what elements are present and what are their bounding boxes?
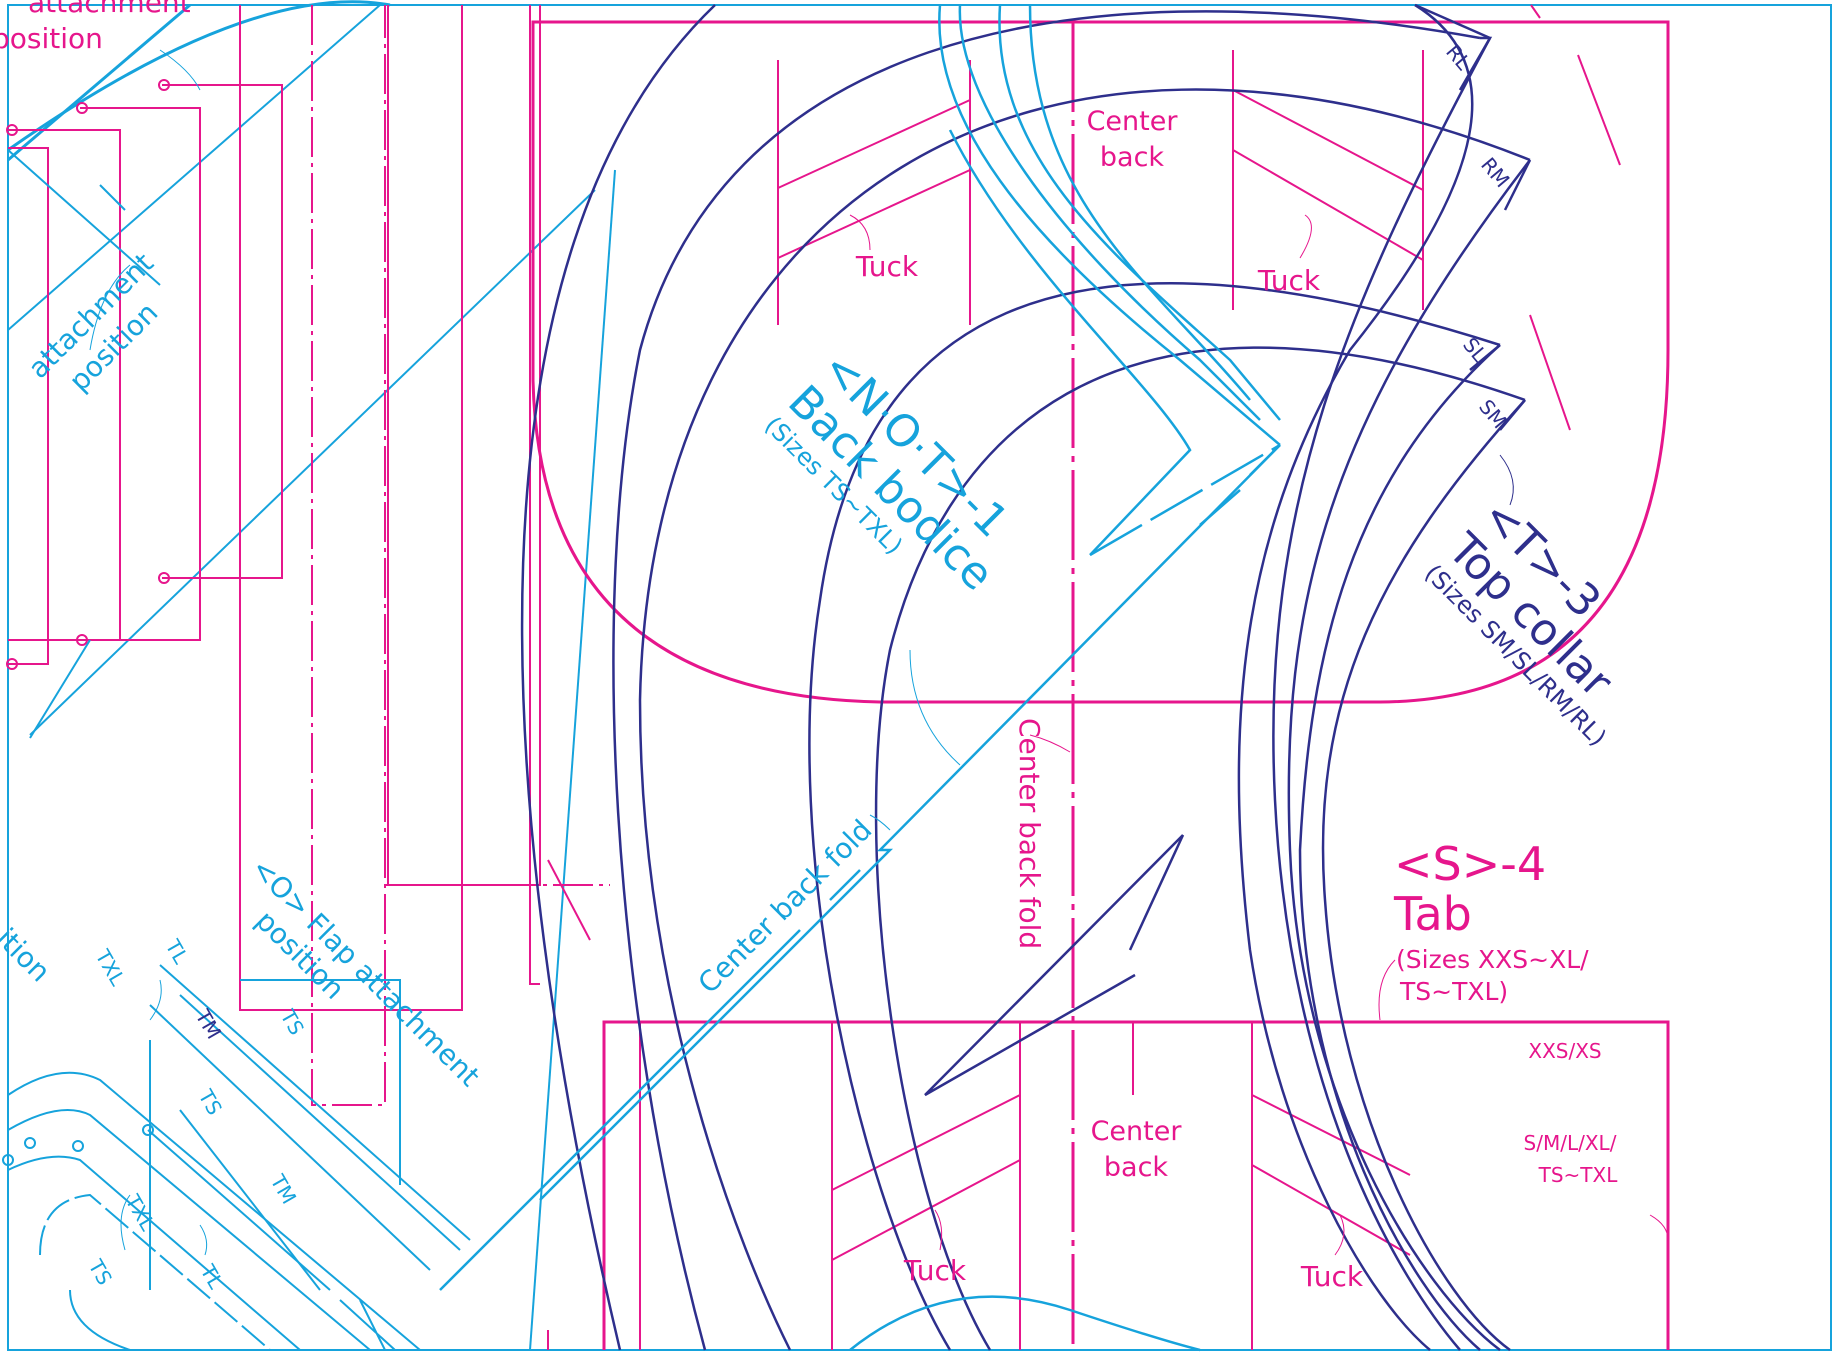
tuck-label-4: Tuck: [1300, 1260, 1364, 1293]
attachment-label-top: attachment: [28, 0, 191, 19]
collar-size-sl: SL: [1458, 333, 1492, 367]
top-collar-outline: [520, 3, 1532, 1352]
tab-outline: [547, 1020, 1670, 1350]
tuck-label-1: Tuck: [855, 250, 919, 283]
flap-size-txl: TXL: [90, 945, 130, 991]
tab-sizes-1: (Sizes XXS~XL/: [1396, 945, 1589, 974]
tab-size-s-xl: S/M/L/XL/: [1524, 1131, 1617, 1155]
flap-size-tl: TL: [160, 935, 193, 969]
center-back-label-top-1: Center: [1087, 106, 1179, 137]
tab-size-ts-txl: TS~TXL: [1538, 1163, 1619, 1187]
center-back-fold-label-vertical: Center back fold: [1013, 718, 1046, 949]
tuck-label-3: Tuck: [903, 1254, 967, 1287]
flap-attachment-outline: [2, 964, 471, 1351]
tab-code: <S>-4: [1394, 837, 1546, 891]
flap-size-ts-2: TS: [193, 1085, 227, 1119]
sheet-frame: [7, 4, 1832, 1351]
tab-sizes-2: TS~TXL): [1399, 977, 1508, 1006]
center-back-fold-label-diagonal: Center back fold: [692, 813, 879, 1000]
back-bodice-outline: [531, 4, 1670, 1350]
center-back-label-top-2: back: [1100, 142, 1165, 173]
flap-size-txl-2: TXL: [120, 1190, 160, 1236]
leader-lines: [89, 49, 1669, 1256]
collar-size-sm: SM: [1474, 395, 1512, 433]
center-back-label-bottom-2: back: [1104, 1152, 1169, 1183]
tab-name: Tab: [1393, 887, 1472, 941]
flap-size-ts-3: TS: [83, 1255, 117, 1289]
position-label-top: position: [0, 22, 103, 55]
flap-size-tm-2: TM: [265, 1170, 301, 1208]
center-back-label-bottom-1: Center: [1091, 1116, 1183, 1147]
tuck-label-2: Tuck: [1257, 264, 1321, 297]
back-bodice-cyan-lines: [439, 4, 1281, 1352]
tab-size-xxs-xs: XXS/XS: [1528, 1039, 1601, 1063]
flap-attachment-label: <O> Flap attachment: [245, 852, 486, 1093]
